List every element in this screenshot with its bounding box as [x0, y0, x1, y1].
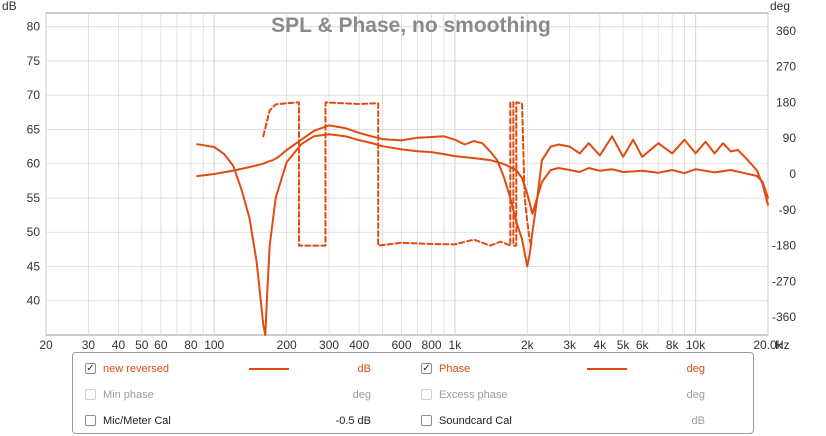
x-axis-ticks: 20 30 40 50 60 80 100 200 300 400 600 800 1k 2k 3k 4k 5k…	[39, 338, 783, 352]
phase-swatch	[587, 368, 627, 370]
x-tick-label: 20	[39, 338, 53, 352]
phase-unit: deg	[686, 363, 705, 375]
legend-row-soundcard-cal[interactable]: Soundcard Cal dB	[421, 411, 707, 431]
phase-label: Phase	[439, 363, 471, 375]
x-tick-label: 1k	[449, 338, 463, 352]
right-tick-label: 180	[776, 95, 796, 109]
excess-phase-label: Excess phase	[439, 389, 508, 401]
soundcard-cal-checkbox[interactable]	[421, 415, 432, 426]
x-tick-label: 400	[349, 338, 369, 352]
phase-checkbox[interactable]: ✓	[421, 363, 432, 374]
legend-panel: ✓ new reversed dB ✓ Phase deg Min phase …	[72, 352, 754, 434]
left-axis-ticks: 40 45 50 55 60 65 70 75 80	[27, 20, 41, 308]
right-tick-label: -270	[772, 274, 796, 288]
x-tick-label: 300	[319, 338, 339, 352]
legend-row-mic-meter-cal[interactable]: Mic/Meter Cal -0.5 dB	[85, 411, 385, 431]
new-reversed-checkbox[interactable]: ✓	[85, 363, 96, 374]
x-tick-label: 8k	[666, 338, 680, 352]
right-axis-unit: deg	[770, 0, 790, 13]
chart-title: SPL & Phase, no smoothing	[271, 14, 551, 37]
left-tick-label: 45	[27, 259, 41, 273]
soundcard-cal-label: Soundcard Cal	[439, 415, 512, 427]
left-tick-label: 65	[27, 122, 41, 136]
x-tick-label: 6k	[636, 338, 650, 352]
x-tick-label: 50	[135, 338, 149, 352]
left-tick-label: 55	[27, 191, 41, 205]
x-tick-label: 600	[391, 338, 411, 352]
x-tick-label: 100	[204, 338, 224, 352]
right-tick-label: 270	[776, 60, 796, 74]
left-tick-label: 50	[27, 225, 41, 239]
mic-meter-cal-checkbox[interactable]	[85, 415, 96, 426]
legend-row-new-reversed[interactable]: ✓ new reversed dB	[85, 359, 385, 379]
soundcard-cal-unit: dB	[691, 415, 705, 427]
mic-meter-cal-label: Mic/Meter Cal	[103, 415, 171, 427]
min-phase-unit: deg	[352, 389, 371, 401]
series-line-phase-wrapped	[262, 101, 534, 247]
series-line-phase	[196, 133, 769, 336]
left-tick-label: 75	[27, 54, 41, 68]
grid-lines	[45, 13, 769, 335]
x-tick-label: 4k	[593, 338, 607, 352]
left-tick-label: 40	[27, 294, 41, 308]
right-tick-label: 0	[789, 167, 796, 181]
legend-row-excess-phase[interactable]: Excess phase deg	[421, 385, 707, 405]
x-tick-label: 5k	[617, 338, 631, 352]
x-tick-label: 200	[277, 338, 297, 352]
x-tick-label: 800	[422, 338, 442, 352]
x-tick-label: 30	[82, 338, 96, 352]
right-tick-label: -180	[772, 239, 796, 253]
x-tick-label: 40	[112, 338, 126, 352]
min-phase-label: Min phase	[103, 389, 154, 401]
x-tick-label: 20.0k	[753, 338, 783, 352]
legend-row-phase[interactable]: ✓ Phase deg	[421, 359, 707, 379]
excess-phase-unit: deg	[686, 389, 705, 401]
legend-row-min-phase[interactable]: Min phase deg	[85, 385, 385, 405]
right-axis-ticks: -360 -270 -180 -90 0 90 180 270 360	[772, 24, 796, 324]
x-tick-label: 80	[184, 338, 198, 352]
left-tick-label: 80	[27, 20, 41, 34]
x-tick-label: 2k	[521, 338, 535, 352]
right-tick-label: 90	[783, 131, 797, 145]
right-tick-label: -90	[779, 203, 797, 217]
left-tick-label: 70	[27, 88, 41, 102]
left-tick-label: 60	[27, 157, 41, 171]
x-tick-label: 3k	[563, 338, 577, 352]
series-line-new-reversed	[196, 124, 769, 268]
new-reversed-label: new reversed	[103, 363, 170, 375]
spl-phase-chart: 40 45 50 55 60 65 70 75 80 -360 -270 -180 -90 0 90 180…	[2, 0, 796, 352]
series-layer	[196, 101, 769, 336]
mic-meter-cal-unit: -0.5 dB	[335, 415, 371, 427]
plot-area	[45, 12, 769, 336]
excess-phase-checkbox[interactable]	[421, 389, 432, 400]
left-axis-unit: dB	[2, 0, 17, 13]
new-reversed-unit: dB	[357, 363, 371, 375]
right-tick-label: 360	[776, 24, 796, 38]
new-reversed-swatch	[249, 368, 289, 370]
x-tick-label: 10k	[686, 338, 706, 352]
min-phase-checkbox[interactable]	[85, 389, 96, 400]
x-tick-label: 60	[154, 338, 168, 352]
right-tick-label: -360	[772, 310, 796, 324]
x-axis-unit: Hz	[775, 338, 790, 352]
